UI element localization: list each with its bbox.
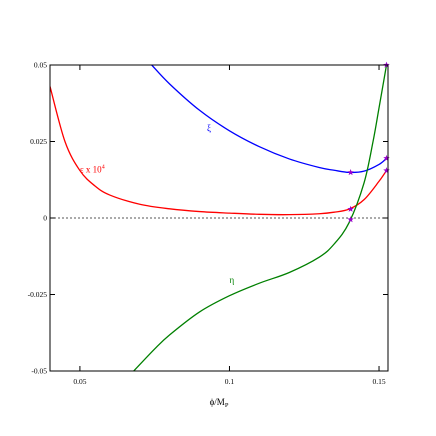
star-marker-5 [383, 167, 390, 174]
axis-ticks: 0.05 0.1 0.15 0.05 0.025 0 -0.025 -0.05 [28, 61, 388, 386]
y-tick-label: -0.025 [28, 290, 48, 299]
star-marker-2 [347, 216, 354, 223]
xi-curve [151, 65, 387, 174]
y-tick-label: 0.05 [34, 61, 47, 70]
x-axis-title-sub: P [225, 402, 229, 409]
y-tick-label: -0.05 [31, 367, 47, 376]
star-marker-1 [347, 205, 354, 212]
label-layer: ξ ε x 104 η [80, 123, 235, 285]
x-axis-title-main: ϕ/M [210, 397, 225, 407]
x-tick-label: 0.05 [73, 377, 86, 386]
xi-label: ξ [207, 123, 211, 133]
x-tick-label: 0.15 [372, 377, 385, 386]
eta-curve [133, 65, 388, 371]
star-marker-0 [347, 169, 354, 176]
series-layer [50, 65, 388, 371]
y-tick-label: 0 [43, 214, 47, 223]
eta-label: η [229, 275, 234, 285]
y-tick-label: 0.025 [30, 137, 47, 146]
star-marker-4 [383, 154, 390, 162]
x-tick-label: 0.1 [225, 377, 235, 386]
epsilon-curve [50, 86, 388, 216]
x-axis-title: ϕ/MP [210, 397, 229, 409]
epsilon-label: ε x 104 [80, 165, 105, 175]
